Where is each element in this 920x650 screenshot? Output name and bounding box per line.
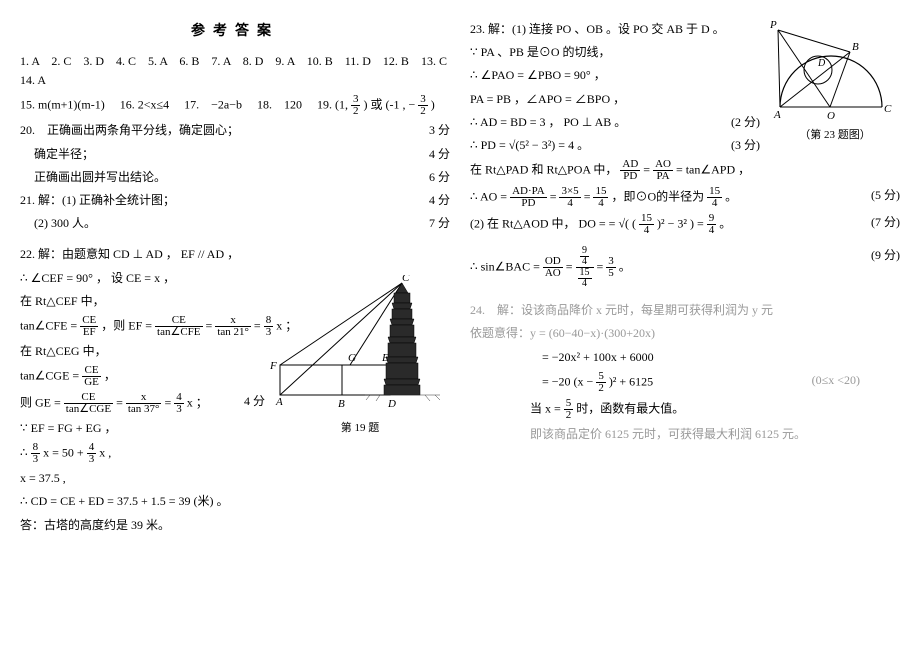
q23-10: ∴ sin∠BAC = ODAO = 94 154 = 35 。 (9 分)	[470, 246, 900, 289]
svg-text:B: B	[338, 398, 345, 410]
q22-1: 22. 解：由题意知 CD ⊥ AD ， EF // AD ，	[20, 245, 450, 264]
svg-text:G: G	[348, 352, 356, 364]
right-column: 23. 解：(1) 连接 PO 、OB 。设 PO 交 AB 于 D 。 ∵ P…	[470, 20, 900, 539]
svg-text:E: E	[381, 352, 389, 364]
q21-2: (2) 300 人。 7 分	[20, 214, 450, 233]
q23-9: (2) 在 Rt△AOD 中， DO = = √( ( 154 )² − 3² …	[470, 213, 900, 236]
q21-1: 21. 解：(1) 正确补全统计图； 4 分	[20, 191, 450, 210]
figure-23-svg: P B A O C D	[770, 12, 900, 122]
q22-11: ∴ CD = CE + ED = 37.5 + 1.5 = 39 (米) 。	[20, 492, 450, 511]
svg-text:C: C	[402, 275, 410, 284]
svg-text:C: C	[884, 103, 892, 115]
figure-23: P B A O C D （第 23 题图）	[770, 12, 900, 142]
title: 参考答案	[20, 20, 450, 40]
q20-1: 20. 正确画出两条角平分线，确定圆心； 3 分	[20, 121, 450, 140]
svg-text:B: B	[852, 41, 859, 53]
q24-4: = −20 (x − 52 )² + 6125 (0≤x <20)	[470, 371, 900, 394]
figure-19: A B D F G E C 第 19 题	[270, 275, 450, 430]
pagoda-icon	[384, 283, 420, 395]
answers-line2: 15. m(m+1)(m-1) 16. 2<x≤4 17. −2a−b 18. …	[20, 94, 450, 117]
frac-19b: 3 2	[418, 94, 428, 117]
svg-text:A: A	[275, 396, 283, 408]
svg-text:D: D	[387, 398, 396, 410]
answers-line1: 1. A 2. C 3. D 4. C 5. A 6. B 7. A 8. D …	[20, 52, 450, 90]
q22-10: x = 37.5 ,	[20, 469, 450, 488]
figure-23-caption: （第 23 题图）	[770, 126, 900, 142]
frac-19a: 3 2	[351, 94, 361, 117]
svg-text:P: P	[770, 19, 777, 31]
figure-19-caption: 第 19 题	[270, 419, 450, 435]
q23-8: ∴ AO = AD·PAPD = 3×54 = 154 ，即⊙O的半径为 154…	[470, 186, 900, 209]
svg-text:A: A	[773, 109, 781, 121]
svg-text:O: O	[827, 110, 835, 122]
svg-text:D: D	[817, 58, 826, 69]
a15-17: 15. m(m+1)(m-1) 16. 2<x≤4 17. −2a−b 18. …	[20, 98, 351, 112]
q24-1: 24. 解：设该商品降价 x 元时，每星期可获得利润为 y 元	[470, 301, 900, 320]
q24-6: 即该商品定价 6125 元时，可获得最大利润 6125 元。	[470, 425, 900, 444]
q23-7: 在 Rt△PAD 和 Rt△POA 中， ADPD = AOPA = tan∠A…	[470, 159, 900, 182]
q22-9: ∴ 83 x = 50 + 43 x ,	[20, 442, 450, 465]
q24-2: 依题意得：y = (60−40−x)·(300+20x)	[470, 324, 900, 343]
q20-2: 确定半径； 4 分	[20, 145, 450, 164]
left-column: 参考答案 1. A 2. C 3. D 4. C 5. A 6. B 7. A …	[20, 20, 450, 539]
q22-12: 答：古塔的高度约是 39 米。	[20, 516, 450, 535]
svg-text:F: F	[270, 360, 277, 372]
figure-19-svg: A B D F G E C	[270, 275, 450, 415]
q24-5: 当 x = 52 时，函数有最大值。	[470, 398, 900, 421]
q20-3: 正确画出圆并写出结论。 6 分	[20, 168, 450, 187]
q24-3: = −20x² + 100x + 6000	[470, 348, 900, 367]
